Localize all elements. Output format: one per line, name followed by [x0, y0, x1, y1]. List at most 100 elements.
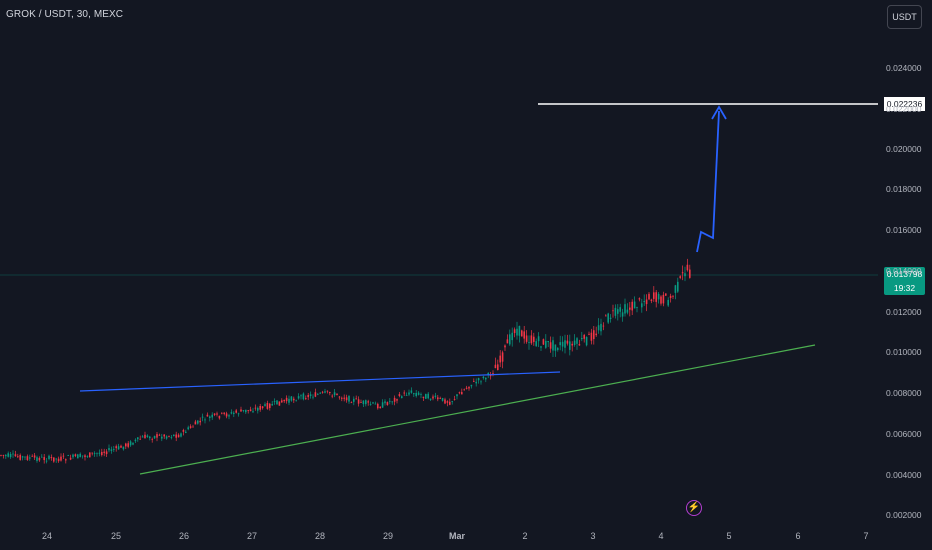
candle-body — [314, 392, 317, 397]
candle-body — [312, 396, 314, 398]
price-tick-label: 0.022000 — [886, 104, 922, 114]
candle-body — [283, 399, 285, 402]
candle-body — [657, 293, 660, 300]
candle-body — [485, 377, 487, 380]
currency-button[interactable]: USDT — [887, 5, 922, 29]
candle-body — [161, 436, 163, 439]
candle-body — [163, 434, 165, 437]
blue-resistance-trendline[interactable] — [79, 371, 561, 392]
candle-body — [533, 336, 535, 342]
candle-body — [233, 412, 235, 414]
time-axis[interactable] — [0, 525, 878, 550]
candle-body — [84, 455, 86, 458]
candle-body — [386, 402, 389, 406]
chart-area[interactable] — [0, 0, 878, 525]
candle-body — [175, 434, 177, 438]
candle-body — [554, 344, 557, 351]
current-price-label: 0.013798 19:32 — [884, 267, 925, 295]
candle-body — [72, 454, 74, 458]
candle-body — [252, 411, 254, 413]
candle-body — [53, 457, 55, 462]
lightning-icon[interactable]: ⚡ — [686, 500, 702, 516]
candle-body — [110, 449, 113, 451]
candle-body — [180, 433, 182, 437]
candle-body — [264, 404, 266, 406]
candle-body — [218, 415, 221, 419]
candle-body — [249, 409, 252, 412]
candle-body — [24, 456, 26, 458]
candle-body — [173, 434, 175, 437]
candle-body — [5, 455, 7, 457]
candle-body — [60, 456, 62, 461]
candle-body — [221, 412, 223, 414]
time-tick-label: 25 — [110, 531, 122, 541]
green-support-trendline[interactable] — [139, 344, 816, 475]
candle-body — [612, 310, 614, 312]
candle-body — [197, 420, 199, 424]
time-tick-label: 27 — [246, 531, 258, 541]
candle-body — [425, 394, 427, 399]
candle-body — [225, 413, 228, 417]
candle-body — [189, 426, 192, 428]
candle-body — [552, 340, 554, 351]
candle-body — [12, 453, 14, 455]
chart-canvas[interactable] — [0, 0, 878, 525]
candle-body — [686, 264, 689, 271]
candle-body — [153, 435, 156, 439]
candle-body — [360, 402, 362, 403]
candle-body — [480, 381, 482, 383]
candle-body — [223, 412, 225, 414]
candle-body — [216, 413, 218, 415]
candle-body — [463, 389, 465, 391]
candle-body — [129, 441, 132, 446]
candle-body — [549, 342, 552, 349]
candle-body — [362, 400, 365, 405]
price-tick-label: 0.010000 — [886, 347, 922, 357]
candle-body — [643, 301, 645, 303]
candle-body — [201, 416, 204, 418]
candle-body — [65, 459, 67, 461]
candle-body — [151, 438, 153, 440]
candle-body — [398, 394, 401, 397]
candle-body — [156, 434, 158, 438]
candle-body — [672, 295, 674, 297]
candle-body — [545, 340, 547, 348]
candle-body — [324, 391, 326, 393]
candle-body — [593, 330, 595, 340]
candle-body — [607, 313, 609, 323]
candle-body — [230, 412, 233, 414]
candle-body — [482, 376, 485, 379]
candle-body — [689, 269, 691, 278]
projection-arrow-path[interactable] — [696, 110, 720, 253]
symbol-title[interactable]: GROK / USDT, 30, MEXC — [6, 9, 124, 20]
candle-body — [523, 331, 525, 339]
candle-body — [422, 396, 425, 398]
candle-body — [345, 397, 348, 401]
candle-body — [127, 443, 129, 447]
candle-body — [199, 420, 201, 423]
candle-body — [350, 402, 353, 404]
candle-body — [655, 292, 657, 302]
candle-body — [48, 455, 50, 459]
candle-body — [528, 342, 530, 343]
candle-body — [108, 448, 110, 451]
candle-body — [535, 341, 537, 347]
candle-body — [396, 399, 398, 401]
candle-body — [81, 455, 84, 457]
time-tick-label: 4 — [658, 531, 664, 541]
candle-body — [333, 392, 336, 396]
candle-body — [89, 452, 91, 458]
candle-body — [14, 454, 17, 457]
candle-body — [113, 449, 115, 450]
candle-body — [29, 457, 31, 459]
candle-body — [41, 456, 43, 458]
candle-body — [168, 435, 170, 437]
candle-body — [451, 401, 453, 402]
candle-body — [542, 339, 545, 345]
price-tick-label: 0.004000 — [886, 470, 922, 480]
candle-body — [69, 457, 72, 460]
candle-body — [309, 394, 312, 396]
candle-body — [305, 398, 307, 400]
candle-body — [384, 401, 386, 404]
candle-body — [271, 404, 273, 406]
